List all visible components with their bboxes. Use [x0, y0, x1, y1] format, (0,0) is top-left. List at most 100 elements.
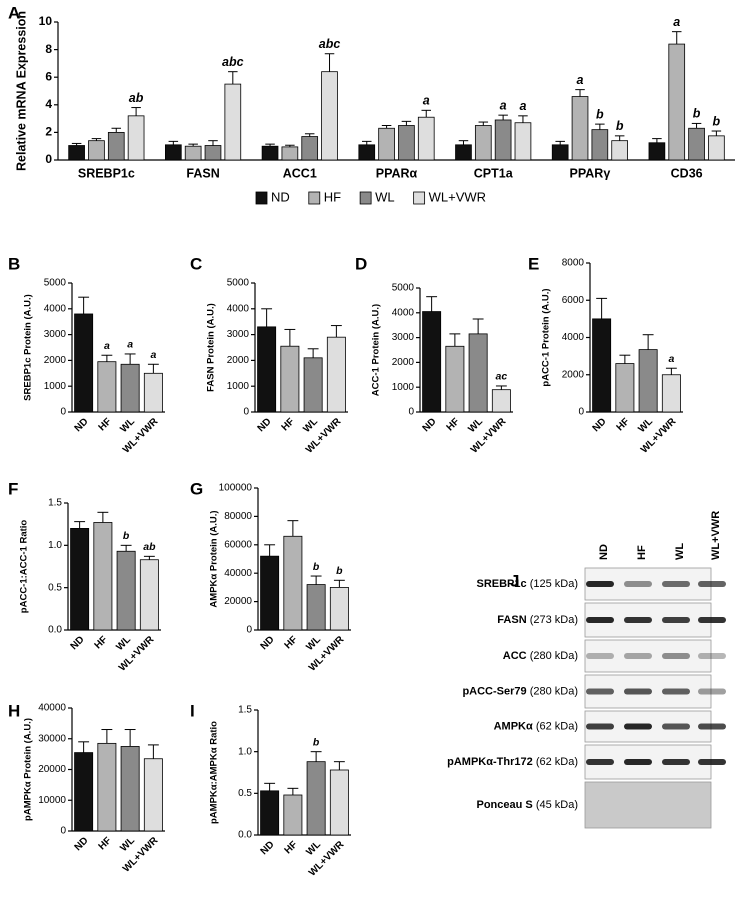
y-tick-label: 1.0 — [48, 540, 62, 551]
x-tick-label: HF — [283, 839, 300, 856]
y-tick-label: 0 — [45, 152, 52, 166]
bar — [688, 127, 705, 161]
bar — [127, 115, 145, 161]
panel-letter: I — [190, 701, 195, 720]
y-tick-label: 0 — [60, 407, 66, 418]
y-tick-label: 4000 — [227, 303, 250, 314]
bar — [321, 71, 338, 161]
y-axis-label: FASN Protein (A.U.) — [206, 303, 217, 392]
x-tick-label: HF — [97, 416, 114, 433]
x-tick-label: ND — [421, 416, 439, 434]
x-tick-label: WL — [118, 835, 137, 854]
significance-label: b — [713, 114, 721, 128]
blot-band — [698, 581, 726, 587]
x-tick-label: HF — [93, 634, 110, 651]
significance-label: a — [150, 349, 156, 361]
x-tick-label: HF — [283, 634, 300, 651]
y-tick-label: 20000 — [224, 596, 252, 607]
x-tick-label: HF — [280, 416, 297, 433]
blot-band — [586, 688, 614, 695]
significance-label: a — [500, 98, 507, 112]
panel-letter: A — [8, 3, 20, 22]
blot-band — [586, 759, 614, 765]
y-tick-label: 4000 — [562, 332, 585, 343]
protein-name: AMPKα — [494, 720, 533, 732]
legend-swatch — [359, 191, 372, 205]
y-tick-label: 80000 — [224, 511, 252, 522]
y-tick-label: 5000 — [44, 278, 67, 289]
blot-row-label: AMPKα (62 kDa) — [494, 720, 578, 732]
bar — [474, 125, 492, 161]
y-tick-label: 1.0 — [238, 746, 252, 757]
bar — [261, 145, 279, 161]
lane-label: WL — [674, 543, 686, 560]
bar — [260, 790, 280, 836]
y-tick-label: 20000 — [38, 764, 66, 775]
x-tick-label: WL — [301, 416, 320, 435]
significance-label: ab — [129, 91, 144, 105]
x-tick-label: SREBP1c — [78, 166, 135, 180]
x-tick-label: WL — [304, 634, 323, 653]
significance-label: b — [616, 119, 624, 133]
y-tick-label: 8000 — [562, 258, 585, 269]
bar — [70, 528, 90, 631]
y-axis-label: pAMPKα Protein (A.U.) — [23, 718, 34, 821]
bar — [303, 357, 323, 413]
y-tick-label: 0.5 — [238, 788, 252, 799]
y-tick-label: 2000 — [44, 355, 67, 366]
bar — [280, 345, 300, 413]
significance-label: a — [673, 15, 680, 29]
molecular-weight: (45 kDa) — [536, 799, 578, 811]
bar — [204, 145, 222, 161]
blot-row-label: pAMPKα-Thr172 (62 kDa) — [447, 756, 578, 768]
bar — [260, 555, 280, 631]
bar — [283, 794, 303, 836]
y-tick-label: 0 — [408, 407, 414, 418]
y-tick-label: 2000 — [392, 357, 415, 368]
blot-band — [662, 581, 690, 587]
y-tick-label: 0.0 — [238, 830, 252, 841]
bar — [116, 550, 136, 631]
molecular-weight: (273 kDa) — [530, 614, 578, 626]
blot-row-label: FASN (273 kDa) — [497, 614, 578, 626]
bar — [283, 535, 303, 631]
x-tick-label: WL — [304, 839, 323, 858]
y-axis-label: Relative mRNA Expression — [14, 11, 28, 171]
blot-frame — [584, 639, 712, 673]
lane-label: WL+VWR — [710, 511, 722, 560]
y-tick-label: 3000 — [44, 329, 67, 340]
significance-label: b — [693, 107, 701, 121]
blot-band — [698, 759, 726, 765]
y-tick-label: 40000 — [38, 703, 66, 714]
significance-label: a — [519, 99, 526, 113]
blot-band — [698, 617, 726, 623]
y-tick-label: 4000 — [44, 303, 67, 314]
blot-band — [586, 653, 614, 659]
bar — [301, 136, 319, 161]
x-tick-label: PPARγ — [570, 166, 611, 180]
x-tick-label: ND — [591, 416, 609, 434]
bar — [494, 119, 512, 161]
y-tick-label: 0 — [246, 625, 252, 636]
blot-band — [662, 723, 690, 730]
bar — [224, 83, 242, 161]
bar — [93, 522, 113, 631]
x-tick-label: ND — [73, 835, 91, 853]
significance-label: b — [313, 561, 320, 573]
bar — [74, 313, 94, 413]
bar — [306, 584, 326, 631]
bar — [591, 129, 609, 161]
y-tick-label: 0.5 — [48, 582, 62, 593]
blot-frame — [584, 781, 712, 829]
legend-label: HF — [324, 189, 341, 204]
y-tick-label: 3000 — [227, 329, 250, 340]
molecular-weight: (125 kDa) — [530, 578, 578, 590]
bar — [143, 372, 163, 413]
bar — [468, 333, 488, 413]
blot-band — [698, 688, 726, 695]
significance-label: a — [577, 73, 584, 87]
x-tick-label: ND — [259, 839, 277, 857]
y-tick-label: 10000 — [38, 795, 66, 806]
significance-label: b — [336, 565, 343, 577]
molecular-weight: (280 kDa) — [530, 650, 578, 662]
